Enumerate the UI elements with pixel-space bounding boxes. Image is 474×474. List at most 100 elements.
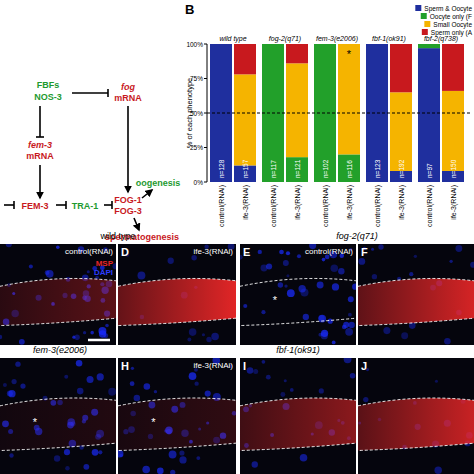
asterisk: * xyxy=(33,416,38,428)
nucleus xyxy=(211,333,219,341)
micrograph xyxy=(358,244,474,345)
nucleus xyxy=(321,332,328,339)
bar-segment xyxy=(366,44,388,45)
pathway-diagram: FBFsNOS-3fogmRNAfem-3mRNAFEM-3TRA-1FOG-1… xyxy=(4,80,180,242)
nucleus xyxy=(56,246,60,250)
msp-signal xyxy=(118,398,236,451)
inhibition-line xyxy=(104,204,112,206)
nucleus xyxy=(187,338,191,342)
panel-letter: J xyxy=(361,360,367,372)
inhibition-bar xyxy=(65,201,67,209)
bar-segment xyxy=(366,44,388,45)
group-label: fbf-1(ok91) xyxy=(372,35,406,43)
n-label: n=150 xyxy=(450,159,457,178)
n-label: n=128 xyxy=(218,159,225,178)
nucleus xyxy=(378,244,383,249)
bar-segment xyxy=(338,44,360,45)
legend-swatch xyxy=(415,5,421,11)
nucleus xyxy=(45,270,50,275)
inhibition-bar xyxy=(111,201,113,209)
nucleus xyxy=(189,328,197,336)
nucleus xyxy=(434,467,441,474)
n-label: n=117 xyxy=(270,160,277,178)
nucleus xyxy=(0,335,2,339)
legend: Sperm & OocyteOocyte only (FSmall Oocyte… xyxy=(415,5,472,37)
legend-label: Oocyte only (F xyxy=(430,13,472,21)
bar-segment xyxy=(338,44,360,154)
channel-label: DAPI xyxy=(94,268,113,277)
n-label: n=97 xyxy=(426,163,433,178)
nucleus xyxy=(279,250,284,255)
bar-segment xyxy=(442,44,464,91)
micrograph xyxy=(358,358,474,474)
nucleus xyxy=(64,449,70,455)
nucleus xyxy=(401,332,408,339)
nucleus xyxy=(87,270,90,273)
nucleus xyxy=(449,260,452,263)
panel-label: control(RNAi) xyxy=(65,247,113,256)
category-label: control(RNAi) xyxy=(218,185,226,227)
bar-segment xyxy=(210,44,232,45)
n-label: n=116 xyxy=(346,160,353,178)
panel-header: wild type xyxy=(99,231,135,241)
bar-segment xyxy=(390,44,412,92)
micrograph xyxy=(118,358,236,474)
node-label: FOG-1 xyxy=(114,195,142,205)
nucleus xyxy=(142,466,150,474)
micrograph xyxy=(0,244,116,345)
node-label: FOG-3 xyxy=(114,206,142,216)
nucleus xyxy=(3,383,7,387)
nucleus xyxy=(435,380,438,383)
nucleus xyxy=(90,331,94,335)
scale-bar xyxy=(88,339,110,342)
inhibition-line xyxy=(39,106,41,137)
nucleus xyxy=(345,328,353,336)
category-label: ife-3(RNAi) xyxy=(294,185,302,220)
asterisk: * xyxy=(151,416,156,428)
y-tick xyxy=(204,182,207,183)
y-tick-label: 100% xyxy=(186,41,203,48)
nucleus xyxy=(170,470,175,474)
n-label: n=121 xyxy=(294,159,301,178)
bar-segment xyxy=(390,92,412,171)
bar-segment xyxy=(338,154,360,182)
figure: FBFsNOS-3fogmRNAfem-3mRNAFEM-3TRA-1FOG-1… xyxy=(0,0,474,474)
nucleus xyxy=(331,264,339,272)
msp-signal xyxy=(118,278,236,325)
panel-header: fog-2(q71) xyxy=(336,231,378,241)
bar-segment xyxy=(262,44,284,45)
nucleus xyxy=(202,333,205,336)
n-label: n=123 xyxy=(374,159,381,178)
bar-segment xyxy=(314,44,336,45)
nucleus xyxy=(15,361,20,366)
nucleus xyxy=(322,258,326,262)
nucleus xyxy=(64,375,68,379)
nucleus xyxy=(179,450,184,455)
bar-segment xyxy=(314,44,336,45)
nucleus xyxy=(72,336,75,339)
y-axis-label: % of each phenotype xyxy=(185,78,194,148)
category-label: ife-3(RNAi) xyxy=(242,185,250,220)
nucleus xyxy=(168,258,174,264)
legend-swatch xyxy=(422,29,428,35)
bar-segment xyxy=(418,44,440,45)
legend-swatch xyxy=(421,13,427,19)
legend-label: Small Oocyte xyxy=(433,21,472,29)
nucleus xyxy=(137,272,145,280)
channel-label: MSP xyxy=(96,259,114,268)
nucleus xyxy=(77,388,84,395)
nucleus xyxy=(9,453,13,457)
bar-segment xyxy=(234,74,256,165)
n-label: n=157 xyxy=(242,159,249,178)
node-label: fem-3 xyxy=(28,140,52,150)
micrograph xyxy=(118,244,236,345)
node-label: FEM-3 xyxy=(22,201,49,211)
bar-segment xyxy=(366,44,388,45)
n-label: n=192 xyxy=(398,159,405,178)
nucleus xyxy=(83,331,86,334)
legend-label: Sperm & Oocyte xyxy=(424,5,472,13)
inhibition-bar xyxy=(36,136,44,138)
category-label: control(RNAi) xyxy=(426,185,434,227)
nucleus xyxy=(358,258,365,265)
node-label: mRNA xyxy=(114,93,142,103)
